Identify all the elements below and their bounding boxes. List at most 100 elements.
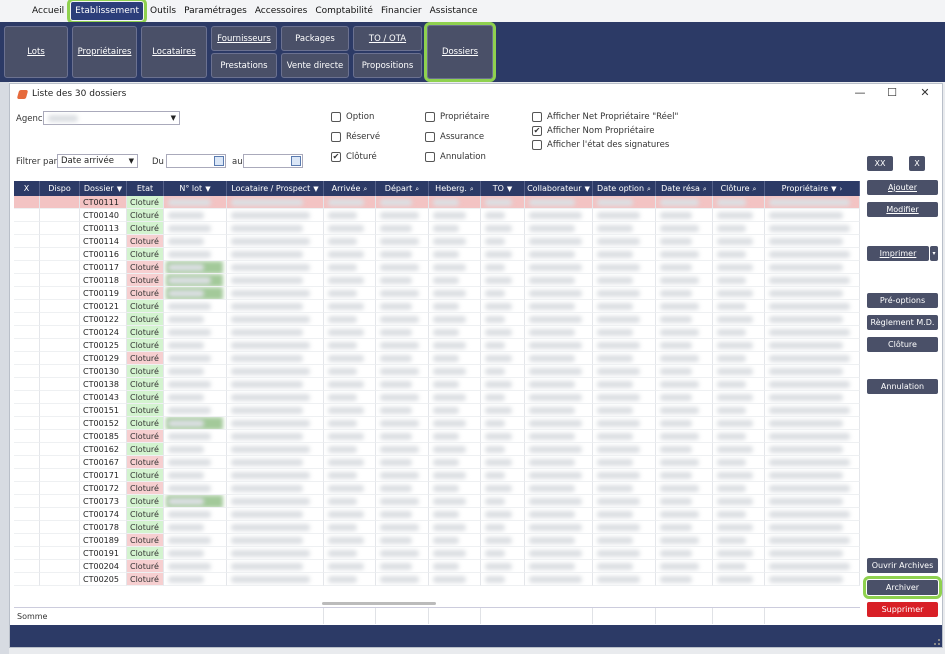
- ouvrir-archives-button[interactable]: Ouvrir Archives: [867, 558, 938, 573]
- proprietaires-button[interactable]: Propriétaires: [72, 26, 137, 78]
- table-row[interactable]: CT00185 Cloturé: [14, 430, 860, 443]
- column-dossier[interactable]: Dossier ▼: [80, 181, 127, 196]
- maximize-icon[interactable]: ☐: [887, 86, 897, 99]
- reglement-button[interactable]: Règlement M.D.: [867, 315, 938, 330]
- fournisseurs-button[interactable]: Fournisseurs: [211, 26, 277, 51]
- search-icon[interactable]: ⌕: [752, 185, 757, 193]
- table-row[interactable]: CT00130 Cloturé: [14, 365, 860, 378]
- checkbox-annulation[interactable]: Annulation: [425, 152, 486, 162]
- supprimer-button[interactable]: Supprimer: [867, 602, 938, 617]
- column-proprietaire[interactable]: Propriétaire ▼ ›: [765, 181, 860, 196]
- horizontal-scrollbar[interactable]: [322, 602, 436, 605]
- menu-accessoires[interactable]: Accessoires: [254, 6, 308, 16]
- resize-grip-icon[interactable]: [934, 639, 940, 645]
- table-row[interactable]: CT00167 Cloturé: [14, 456, 860, 469]
- agence-select[interactable]: ▼: [43, 111, 180, 125]
- table-row[interactable]: CT00121 Cloturé: [14, 300, 860, 313]
- table-row[interactable]: CT00178 Cloturé: [14, 521, 860, 534]
- column-arrivee[interactable]: Arrivée ⌕: [324, 181, 376, 196]
- menu-assistance[interactable]: Assistance: [429, 6, 478, 16]
- checkbox-cloture[interactable]: ✔ Clôturé: [331, 152, 377, 162]
- table-row[interactable]: CT00189 Cloturé: [14, 534, 860, 547]
- packages-button[interactable]: Packages: [281, 26, 349, 51]
- table-row[interactable]: CT00151 Cloturé: [14, 404, 860, 417]
- menu-accueil[interactable]: Accueil: [32, 6, 65, 16]
- filter-icon[interactable]: ▼: [313, 185, 319, 193]
- table-row[interactable]: CT00171 Cloturé: [14, 469, 860, 482]
- column-to[interactable]: TO ▼: [481, 181, 525, 196]
- checkbox-nom-proprietaire[interactable]: ✔ Afficher Nom Propriétaire: [532, 126, 654, 136]
- clear-all-button[interactable]: XX: [867, 156, 893, 171]
- imprimer-dropdown-icon[interactable]: ▾: [930, 246, 938, 261]
- vente-directe-button[interactable]: Vente directe: [281, 53, 349, 78]
- column-cloture[interactable]: Clôture ⌕: [713, 181, 765, 196]
- checkbox-net-proprietaire[interactable]: Afficher Net Propriétaire "Réel": [532, 112, 678, 122]
- table-row[interactable]: CT00111 Cloturé: [14, 196, 860, 209]
- filter-icon[interactable]: ▼: [506, 185, 513, 193]
- table-row[interactable]: CT00122 Cloturé: [14, 313, 860, 326]
- imprimer-button[interactable]: Imprimer: [867, 246, 929, 261]
- search-icon[interactable]: ⌕: [647, 185, 651, 193]
- search-icon[interactable]: ⌕: [702, 185, 707, 193]
- table-row[interactable]: CT00204 Cloturé: [14, 560, 860, 573]
- modifier-button[interactable]: Modifier: [867, 202, 938, 217]
- to-ota-button[interactable]: TO / OTA: [353, 26, 422, 51]
- minimize-icon[interactable]: —: [854, 86, 866, 99]
- table-row[interactable]: CT00191 Cloturé: [14, 547, 860, 560]
- menu-financier[interactable]: Financier: [380, 6, 422, 16]
- search-icon[interactable]: ⌕: [415, 185, 420, 193]
- filter-icon[interactable]: ▼: [205, 185, 211, 193]
- lots-button[interactable]: Lots: [4, 26, 68, 78]
- filter-icon[interactable]: ▼: [831, 185, 837, 193]
- column-date-option[interactable]: Date option ⌕: [593, 181, 656, 196]
- table-row[interactable]: CT00162 Cloturé: [14, 443, 860, 456]
- filter-icon[interactable]: ▼: [584, 185, 590, 193]
- table-row[interactable]: CT00140 Cloturé: [14, 209, 860, 222]
- calendar-icon[interactable]: [291, 156, 301, 166]
- column-etat[interactable]: Etat: [127, 181, 164, 196]
- prestations-button[interactable]: Prestations: [211, 53, 277, 78]
- cloture-button[interactable]: Clôture: [867, 337, 938, 352]
- column-collaborateur[interactable]: Collaborateur ▼: [525, 181, 593, 196]
- table-row[interactable]: CT00152 Cloturé: [14, 417, 860, 430]
- column-dispo[interactable]: Dispo: [40, 181, 80, 196]
- search-icon[interactable]: ⌕: [469, 185, 474, 193]
- menu-outils[interactable]: Outils: [150, 6, 177, 16]
- menu-etablissement[interactable]: Etablissement: [67, 0, 148, 24]
- table-row[interactable]: CT00125 Cloturé: [14, 339, 860, 352]
- dossiers-button[interactable]: Dossiers: [424, 22, 496, 82]
- table-row[interactable]: CT00173 Cloturé: [14, 495, 860, 508]
- menu-parametrages[interactable]: Paramétrages: [184, 6, 247, 16]
- table-row[interactable]: CT00113 Cloturé: [14, 222, 860, 235]
- column-locataire[interactable]: Locataire / Prospect ▼: [227, 181, 324, 196]
- table-row[interactable]: CT00116 Cloturé: [14, 248, 860, 261]
- table-row[interactable]: CT00117 Cloturé: [14, 261, 860, 274]
- column-date-resa[interactable]: Date résa ⌕: [656, 181, 713, 196]
- table-row[interactable]: CT00118 Cloturé: [14, 274, 860, 287]
- checkbox-proprietaire[interactable]: Propriétaire: [425, 112, 489, 122]
- calendar-icon[interactable]: [214, 156, 224, 166]
- ajouter-button[interactable]: Ajouter: [867, 180, 938, 195]
- archiver-button[interactable]: Archiver: [863, 576, 942, 599]
- date-du-input[interactable]: [166, 154, 226, 168]
- annulation-button[interactable]: Annulation: [867, 379, 938, 394]
- checkbox-etat-signatures[interactable]: Afficher l'état des signatures: [532, 140, 669, 150]
- close-icon[interactable]: ✕: [920, 86, 930, 99]
- chevron-right-icon[interactable]: ›: [839, 185, 843, 193]
- table-row[interactable]: CT00174 Cloturé: [14, 508, 860, 521]
- checkbox-option[interactable]: Option: [331, 112, 374, 122]
- checkbox-reserve[interactable]: Réservé: [331, 132, 380, 142]
- table-row[interactable]: CT00172 Cloturé: [14, 482, 860, 495]
- table-row[interactable]: CT00129 Cloturé: [14, 352, 860, 365]
- menu-comptabilite[interactable]: Comptabilité: [315, 6, 373, 16]
- clear-button[interactable]: X: [909, 156, 925, 171]
- column-x[interactable]: X: [14, 181, 40, 196]
- table-row[interactable]: CT00124 Cloturé: [14, 326, 860, 339]
- date-au-input[interactable]: [243, 154, 303, 168]
- locataires-button[interactable]: Locataires: [141, 26, 207, 78]
- filter-icon[interactable]: ▼: [116, 185, 123, 193]
- table-row[interactable]: CT00143 Cloturé: [14, 391, 860, 404]
- table-row[interactable]: CT00205 Cloturé: [14, 573, 860, 586]
- column-heberg[interactable]: Heberg. ⌕: [429, 181, 481, 196]
- table-row[interactable]: CT00114 Cloturé: [14, 235, 860, 248]
